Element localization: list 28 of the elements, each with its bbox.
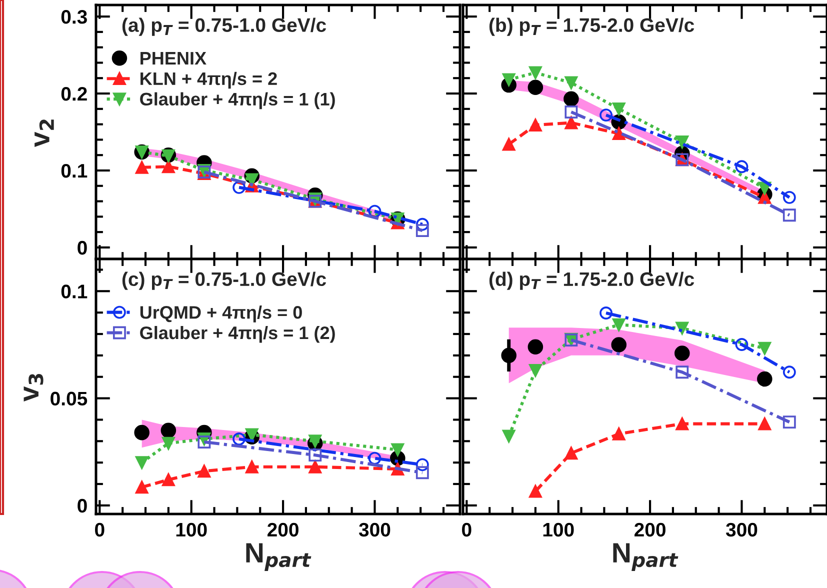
y-axis-title: v$_{3}$ [24, 374, 44, 402]
x-axis-title: N$_{part}$ [613, 543, 678, 571]
legend-label: UrQMD + 4πη/s = 0 [140, 306, 302, 322]
x-tick-label: 300 [726, 522, 758, 537]
text: (b) p$_{T}$ = 1.75-2.0 GeV/c [489, 18, 694, 36]
legend-label: PHENIX [140, 52, 206, 64]
legend-label: Glauber + 4πη/s = 1 (1) [140, 92, 335, 110]
x-tick-label: 100 [176, 522, 207, 537]
x-tick-label: 0 [95, 522, 104, 537]
x-tick-label: 300 [358, 522, 390, 537]
y-tick-label: 0 [78, 240, 87, 255]
x-tick-label: 0 [462, 522, 472, 537]
text: (a) p$_{T}$ = 0.75-1.0 GeV/c [122, 18, 326, 36]
x-tick-label: 200 [268, 522, 298, 537]
legend-label: Glauber + 4πη/s = 1 (2) [140, 326, 335, 343]
y-tick-label: 0 [78, 498, 87, 513]
text: (c) p$_{T}$ = 0.75-1.0 GeV/c [122, 272, 326, 290]
x-tick-label: 100 [543, 522, 574, 537]
y-tick-label: 0.2 [61, 86, 87, 101]
text: (d) p$_{T}$ = 1.75-2.0 GeV/c [489, 272, 694, 290]
y-tick-label: 0.3 [61, 10, 87, 24]
x-tick-label: 200 [634, 522, 666, 537]
y-tick-label: 0.1 [61, 164, 88, 178]
y-axis-title: v$_{2}$ [34, 120, 54, 148]
legend-label: KLN + 4πη/s = 2 [140, 72, 277, 89]
y-tick-label: 0.1 [61, 284, 88, 298]
y-tick-label: 0.05 [50, 392, 88, 406]
x-axis-title: N$_{part}$ [246, 543, 312, 571]
